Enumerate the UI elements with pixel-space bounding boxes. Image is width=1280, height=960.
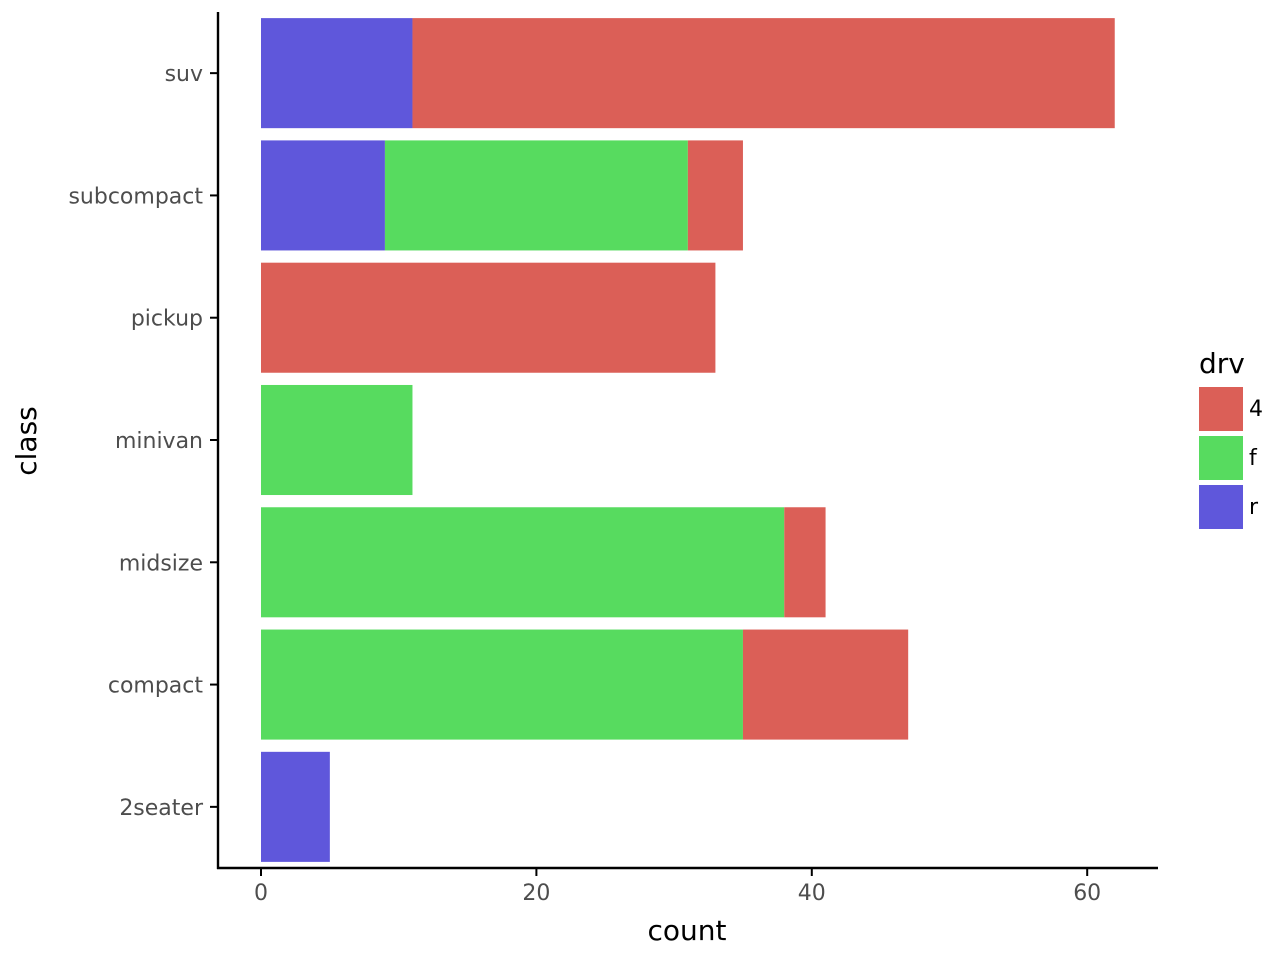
y-tick-label-compact: compact: [108, 674, 204, 699]
bar-midsize-drv-4: [784, 507, 826, 618]
legend-swatch-f: [1199, 436, 1243, 480]
bar-2seater-drv-r: [261, 751, 330, 862]
y-axis-title: class: [10, 406, 43, 476]
bar-compact-drv-4: [742, 629, 909, 740]
legend-label-f: f: [1249, 446, 1258, 471]
legend-title: drv: [1199, 347, 1245, 380]
y-tick-label-suv: suv: [165, 62, 203, 87]
bars-group: [261, 18, 1115, 862]
legend-swatch-r: [1199, 485, 1243, 529]
bar-pickup-drv-4: [261, 262, 716, 373]
x-axis-title: count: [648, 914, 727, 947]
legend-swatch-4: [1199, 387, 1243, 431]
y-tick-label-2seater: 2seater: [119, 796, 204, 821]
y-tick-label-minivan: minivan: [115, 429, 203, 454]
bar-suv-drv-r: [261, 18, 413, 129]
bar-midsize-drv-f: [261, 507, 785, 618]
y-tick-label-subcompact: subcompact: [68, 184, 203, 209]
x-tick-label-20: 20: [522, 881, 550, 906]
bar-suv-drv-4: [412, 18, 1115, 129]
bar-minivan-drv-f: [261, 384, 413, 496]
bar-subcompact-drv-f: [384, 140, 688, 251]
x-axis-ticks: 0 20 40 60: [254, 868, 1101, 906]
legend-label-4: 4: [1249, 397, 1263, 422]
bar-subcompact-drv-r: [261, 140, 385, 251]
x-tick-label-40: 40: [798, 881, 826, 906]
bar-compact-drv-f: [261, 629, 743, 740]
bar-subcompact-drv-4: [687, 140, 743, 251]
legend-label-r: r: [1249, 495, 1259, 520]
x-tick-label-0: 0: [254, 881, 268, 906]
x-tick-label-60: 60: [1073, 881, 1101, 906]
y-tick-label-pickup: pickup: [131, 307, 203, 332]
y-tick-label-midsize: midsize: [119, 551, 203, 576]
legend: drv 4 fr: [1199, 347, 1263, 529]
y-axis-ticks: 2seater compact midsize minivan pickup subcom…: [68, 62, 218, 821]
